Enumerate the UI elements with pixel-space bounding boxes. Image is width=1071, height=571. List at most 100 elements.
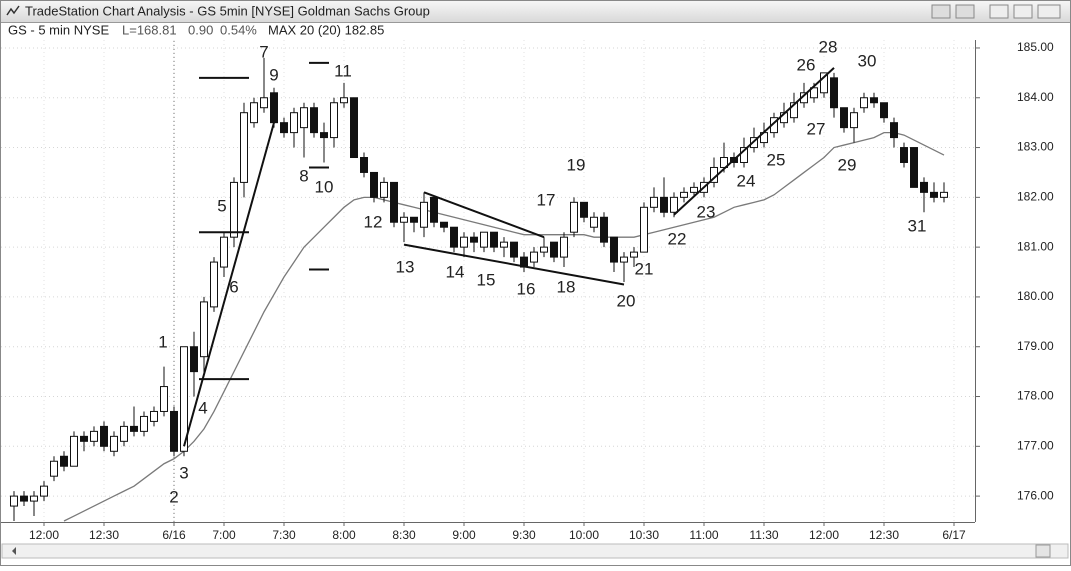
ma-legend: MAX 20 (20) 182.85 <box>268 22 384 37</box>
candle-body <box>440 221 448 228</box>
candle-body <box>480 231 488 248</box>
candle-body <box>370 171 378 198</box>
candle-body <box>120 425 128 442</box>
x-tick-label: 12:30 <box>869 528 899 542</box>
candle-body <box>920 181 928 193</box>
x-tick-label: 6/17 <box>942 528 966 542</box>
candle-body <box>720 157 728 168</box>
wave-label: 12 <box>364 212 383 231</box>
y-tick-label: 178.00 <box>1017 389 1054 403</box>
candle-body <box>830 77 838 109</box>
candle-body <box>490 231 498 248</box>
candle-body <box>380 181 388 198</box>
candle-body <box>180 346 188 452</box>
wave-label: 5 <box>217 196 226 215</box>
wave-label: 19 <box>567 155 586 174</box>
link-button[interactable] <box>931 4 951 19</box>
wave-label: 26 <box>797 55 816 74</box>
y-tick-label: 180.00 <box>1017 289 1054 303</box>
x-tick-label: 12:00 <box>809 528 839 542</box>
candle-body <box>900 147 908 163</box>
wave-label: 23 <box>697 202 716 221</box>
x-tick-label: 10:30 <box>629 528 659 542</box>
candle-body <box>110 435 118 452</box>
symbol-label: GS - 5 min NYSE <box>8 22 109 37</box>
wave-label: 6 <box>229 277 238 296</box>
y-tick-label: 183.00 <box>1017 140 1054 154</box>
title-bar <box>1 1 1070 22</box>
candle-body <box>10 495 18 507</box>
wave-label: 27 <box>807 119 826 138</box>
candle-body <box>640 206 648 253</box>
candle-body <box>580 201 588 218</box>
wave-label: 1 <box>158 332 167 351</box>
scrollbar[interactable] <box>1 543 1069 559</box>
close-button[interactable] <box>1037 4 1061 19</box>
wave-label: 30 <box>858 51 877 70</box>
candle-body <box>400 216 408 223</box>
candle-body <box>270 92 278 124</box>
candle-body <box>100 425 108 447</box>
candle-body <box>300 107 308 129</box>
wave-label: 29 <box>838 155 857 174</box>
candle-body <box>570 201 578 233</box>
x-tick-label: 8:00 <box>332 528 356 542</box>
candle-body <box>620 256 628 263</box>
candle-body <box>810 87 818 99</box>
last-price: L=168.81 <box>122 22 177 37</box>
wave-label: 18 <box>557 277 576 296</box>
candle-body <box>280 122 288 134</box>
candle-body <box>190 346 198 373</box>
y-tick-label: 184.00 <box>1017 90 1054 104</box>
candle-body <box>890 122 898 139</box>
candle-body <box>420 201 428 228</box>
candle-body <box>200 301 208 358</box>
y-tick-label: 176.00 <box>1017 488 1054 502</box>
wave-label: 10 <box>315 177 334 196</box>
format-button[interactable] <box>955 4 975 19</box>
wave-label: 17 <box>537 190 556 209</box>
wave-label: 13 <box>396 257 415 276</box>
wave-label: 31 <box>908 216 927 235</box>
x-tick-label: 6/16 <box>162 528 186 542</box>
minimize-button[interactable] <box>989 4 1009 19</box>
candle-body <box>850 112 858 129</box>
candle-body <box>880 102 888 119</box>
wave-label: 3 <box>179 463 188 482</box>
candle-body <box>940 191 948 198</box>
candle-body <box>610 236 618 263</box>
candle-body <box>360 157 368 173</box>
candle-body <box>70 435 78 467</box>
candle-body <box>470 236 478 243</box>
y-tick-label: 177.00 <box>1017 438 1054 452</box>
wave-label: 15 <box>477 270 496 289</box>
candle-body <box>680 191 688 198</box>
candle-body <box>340 97 348 104</box>
candle-body <box>250 102 258 124</box>
trendline <box>673 67 835 216</box>
candle-body <box>410 216 418 223</box>
candle-body <box>460 236 468 248</box>
x-tick-label: 11:30 <box>749 528 778 542</box>
candle-body <box>240 112 248 183</box>
candle-body <box>40 485 48 497</box>
candle-body <box>910 147 918 188</box>
y-tick-label: 181.00 <box>1017 239 1054 253</box>
wave-label: 9 <box>269 65 278 84</box>
candle-body <box>170 410 178 452</box>
wave-label: 21 <box>635 259 654 278</box>
wave-label: 11 <box>334 61 352 80</box>
pct-change: 0.54% <box>220 22 257 37</box>
candle-body <box>130 425 138 432</box>
candle-body <box>790 102 798 119</box>
scroll-left[interactable] <box>12 547 16 555</box>
candle-body <box>930 191 938 198</box>
candle-body <box>670 196 678 213</box>
maximize-button[interactable] <box>1013 4 1033 19</box>
candle-body <box>230 181 238 238</box>
scroll-thumb[interactable] <box>1035 544 1051 558</box>
x-tick-label: 7:00 <box>212 528 236 542</box>
wave-label: 22 <box>668 229 687 248</box>
wave-label: 16 <box>517 279 536 298</box>
